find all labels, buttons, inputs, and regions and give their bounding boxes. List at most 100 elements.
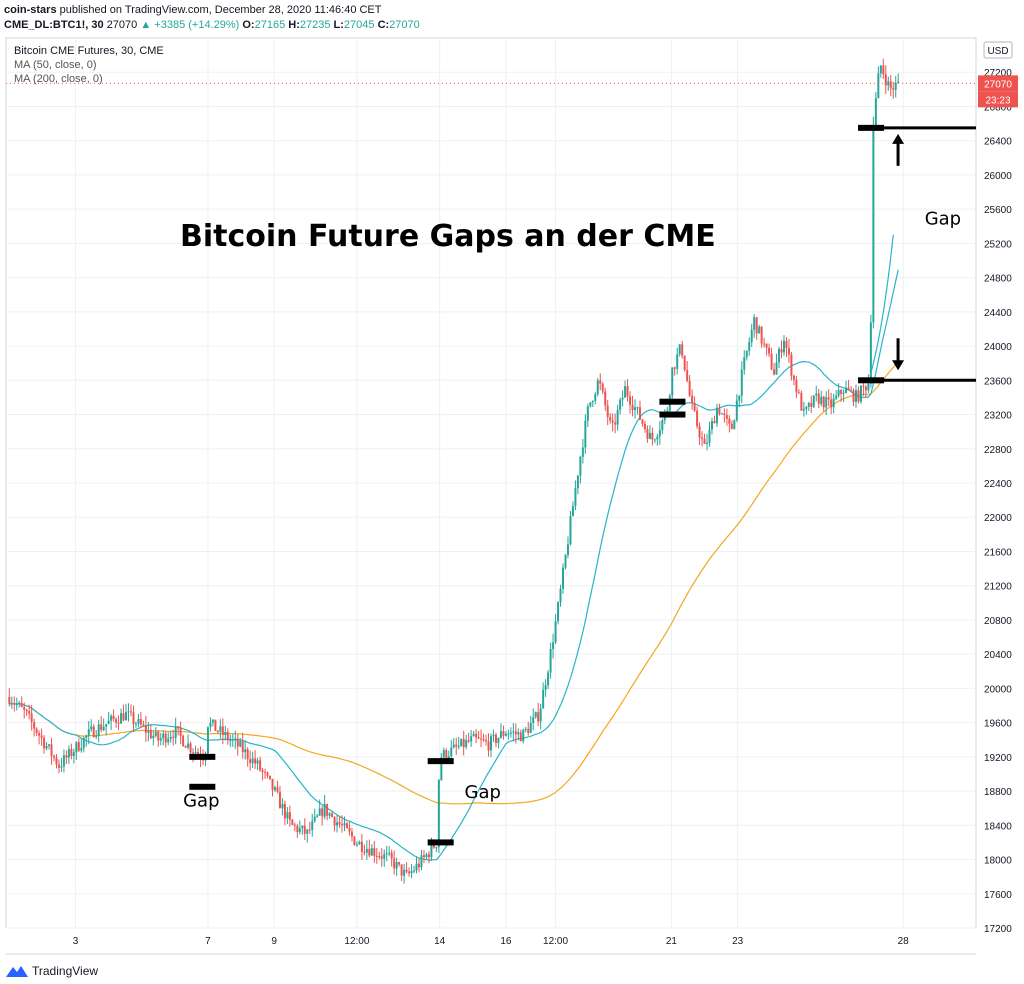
candle-body [457,745,460,747]
candle-body [159,738,162,741]
candle-body [388,852,391,854]
candle-body [812,395,815,407]
candle-body [85,735,88,738]
candle-body [55,757,58,765]
candle-body [718,408,721,414]
candle-body [430,843,433,858]
candle-body [144,725,147,733]
candle-body [256,760,259,764]
candle-body [383,854,386,859]
candle-body [420,855,423,868]
candle-body [502,731,505,736]
candle-body [276,787,279,792]
candle-body [266,772,269,776]
candle-body [465,740,468,748]
candle-body [604,391,607,406]
candle-body [589,402,592,407]
candle-body [326,803,329,816]
candle-body [874,98,877,126]
candle-body [897,81,900,84]
candle-body [231,739,234,741]
y-tick-label: 23200 [984,411,1012,422]
candle-body [490,736,492,751]
candle-body [90,726,93,730]
candle-body [395,862,398,869]
candle-body [822,396,825,408]
candle-body [264,771,267,773]
candle-body [432,843,435,848]
candle-body [177,726,180,729]
candle-body [209,722,212,728]
ma200-line [9,361,899,805]
candle-body [837,390,840,396]
candle-body [286,812,289,819]
candle-body [616,410,619,425]
candle-body [688,380,691,396]
candle-body [740,369,743,396]
candle-body [28,711,31,714]
y-tick-label: 17200 [984,924,1012,935]
symbol-label: CME_DL:BTC1!, 30 [4,19,104,31]
candle-body [321,808,324,817]
y-tick-label: 17600 [984,890,1012,901]
candle-body [45,746,48,749]
candle-body [125,712,128,721]
candle-body [122,713,125,721]
candle-body [857,390,860,402]
candle-body [65,755,68,758]
legend-ma50: MA (50, close, 0) [14,59,97,71]
tradingview-footer[interactable]: TradingView [6,964,98,978]
candle-body [308,829,311,831]
candle-body [768,347,771,354]
candle-body [805,406,808,409]
candle-body [380,856,383,859]
candle-body [723,413,726,416]
publish-info: published on TradingView.com, December 2… [59,4,382,16]
candle-body [293,824,296,826]
y-tick-label: 26000 [984,171,1012,182]
candle-body [246,749,249,760]
arrow-down-head [892,360,905,371]
currency-box [983,41,1013,59]
candle-body [234,738,237,740]
x-tick-label: 12:00 [344,936,369,947]
candle-body [62,755,65,767]
candle-body [241,741,244,753]
candle-body [405,869,408,872]
candle-body [884,74,887,86]
candle-body [445,750,448,759]
candle-body [259,760,262,771]
candle-body [787,347,790,355]
candle-body [504,733,507,736]
candle-body [691,395,694,403]
candle-body [291,819,294,825]
candle-body [678,344,681,355]
candle-body [393,858,396,869]
candle-body [522,729,525,742]
candle-body [795,379,798,393]
candle-body [549,649,552,673]
candle-body [129,711,132,713]
ma200-path [9,361,899,805]
candle-body [117,722,120,724]
candle-body [338,822,341,825]
candle-body [174,726,177,738]
candle-body [780,349,783,353]
y-tick-label: 19200 [984,753,1012,764]
candle-body [254,758,257,764]
candle-body [25,709,28,712]
ma50-line [9,269,899,861]
candle-body [591,400,594,403]
candle-body [378,856,381,858]
x-tick-label: 28 [898,936,910,947]
candle-body [673,367,676,369]
candle-body [825,397,828,408]
candle-body [43,737,46,749]
grid-lines [5,37,977,929]
candle-body [33,721,36,729]
publisher-name[interactable]: coin-stars [4,4,57,16]
candle-body [281,803,284,809]
candle-body [790,354,793,376]
candle-body [629,396,632,405]
